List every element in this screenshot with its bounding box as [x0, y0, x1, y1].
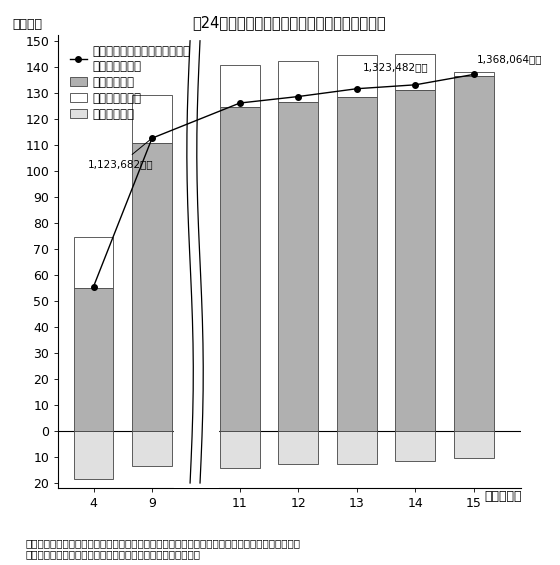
Bar	[337, 97, 377, 431]
Bar	[73, 288, 114, 431]
Text: ２　債務負担行為額は、翌年度以降支出予定額である。: ２ 債務負担行為額は、翌年度以降支出予定額である。	[25, 549, 200, 559]
Legend: 地方債現在高＋債務負担行為額
－積立金現在高, 地方債現在高, 債務負担行為額, 積立金現在高: 地方債現在高＋債務負担行為額 －積立金現在高, 地方債現在高, 債務負担行為額,…	[69, 44, 192, 121]
Bar	[132, 144, 172, 431]
Bar	[73, 237, 114, 288]
Bar	[395, 431, 435, 461]
Bar	[174, 36, 218, 488]
Bar	[220, 66, 260, 107]
Text: 1,123,682億円: 1,123,682億円	[88, 140, 153, 169]
Text: （年度末）: （年度末）	[484, 490, 522, 503]
Bar	[454, 431, 494, 458]
Bar	[278, 431, 318, 464]
Text: （注）１　地方債現在高は、特定資金公共事業債及び特定資金公共投資事業債を除いた額である。: （注）１ 地方債現在高は、特定資金公共事業債及び特定資金公共投資事業債を除いた額…	[25, 538, 300, 548]
Bar	[220, 107, 260, 431]
Bar	[337, 431, 377, 464]
Title: 第24図　将来にわたる実質的な財政負担の推移: 第24図 将来にわたる実質的な財政負担の推移	[193, 15, 386, 30]
Bar	[454, 72, 494, 76]
Bar	[73, 431, 114, 479]
Bar	[132, 431, 172, 466]
Text: （兆円）: （兆円）	[12, 18, 42, 31]
Bar	[278, 62, 318, 102]
Bar	[220, 431, 260, 468]
Bar	[395, 54, 435, 90]
Bar	[395, 90, 435, 431]
Bar	[337, 55, 377, 97]
Bar	[278, 102, 318, 431]
Text: 1,323,482億円: 1,323,482億円	[363, 62, 428, 72]
Bar	[454, 76, 494, 431]
Text: 1,368,064億円: 1,368,064億円	[477, 54, 542, 64]
Bar	[132, 95, 172, 144]
